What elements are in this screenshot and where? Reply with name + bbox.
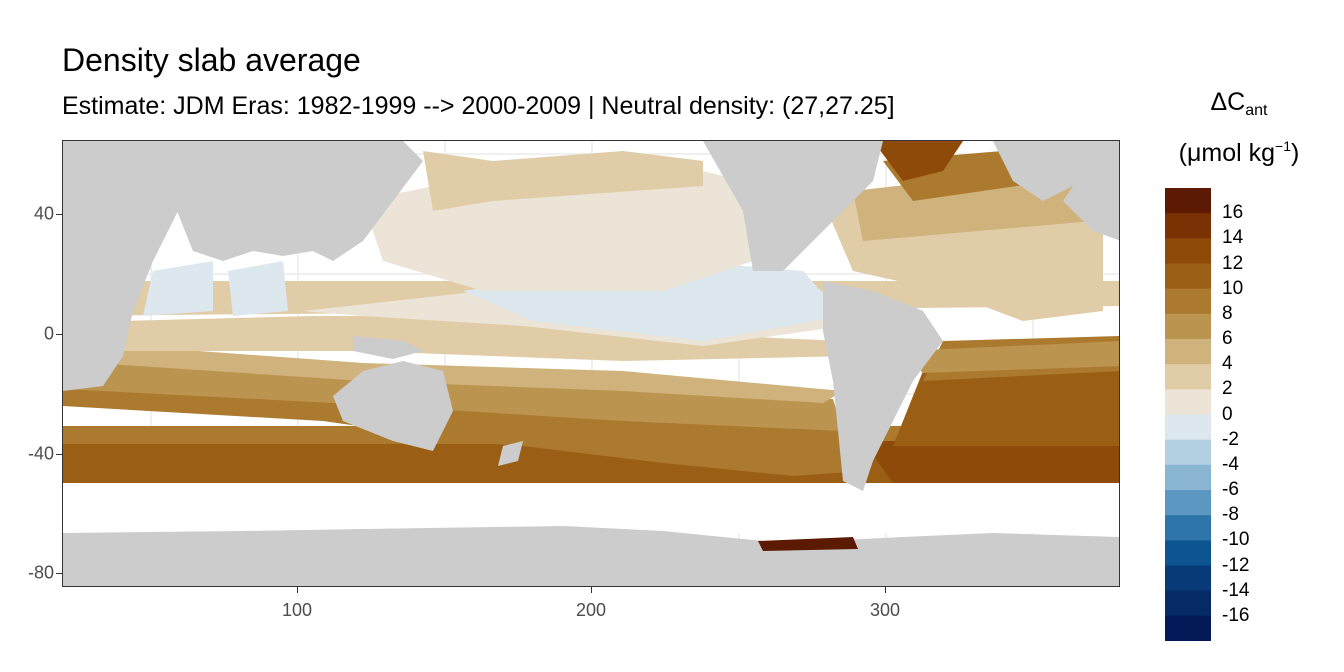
legend-title-main: ΔC — [1210, 88, 1246, 116]
x-tick-label: 200 — [575, 600, 607, 620]
legend-color-step — [1165, 213, 1211, 239]
legend-color-step — [1165, 540, 1211, 567]
legend-color-step — [1165, 615, 1211, 641]
legend-color-step — [1165, 263, 1211, 290]
legend-title: ΔCant — [1164, 88, 1314, 120]
legend-label: -10 — [1222, 529, 1250, 551]
legend-label: 16 — [1222, 202, 1244, 224]
legend-color-step — [1165, 515, 1211, 541]
legend-color-step — [1165, 188, 1211, 214]
legend-color-step — [1165, 389, 1211, 416]
legend-unit-open: (μmol kg — [1178, 139, 1276, 167]
antarctica-land — [63, 526, 1119, 586]
legend-label: -14 — [1222, 579, 1250, 601]
legend-color-step — [1165, 339, 1211, 365]
legend-label: 8 — [1222, 302, 1233, 324]
x-tick-mark — [885, 587, 886, 593]
legend-color-step — [1165, 439, 1211, 466]
legend-label: -12 — [1222, 554, 1250, 576]
y-tick-label: -80 — [27, 562, 54, 583]
x-tick-label: 300 — [869, 600, 901, 620]
legend-label: 6 — [1222, 328, 1233, 349]
legend-color-step — [1165, 313, 1211, 340]
legend-label: -8 — [1222, 504, 1239, 526]
legend-label: -6 — [1222, 479, 1239, 500]
legend-color-step — [1165, 364, 1211, 390]
y-tick-label: 0 — [43, 323, 54, 344]
legend-title-sub: ant — [1245, 102, 1268, 119]
legend-color-step — [1165, 590, 1211, 617]
legend-color-step — [1165, 288, 1211, 315]
legend-color-step — [1165, 414, 1211, 441]
legend-label: 4 — [1222, 353, 1233, 375]
legend-label: -16 — [1222, 604, 1250, 626]
legend-label: 14 — [1222, 227, 1244, 249]
y-tick-mark — [56, 573, 62, 574]
y-tick-mark — [56, 334, 62, 335]
x-tick-label: 100 — [281, 600, 313, 620]
legend-label: -4 — [1222, 453, 1239, 475]
legend-color-step — [1165, 238, 1211, 265]
legend-label: 2 — [1222, 378, 1233, 400]
y-tick-mark — [56, 454, 62, 455]
plot-title: Density slab average — [62, 42, 361, 78]
legend-unit-close: ) — [1291, 139, 1300, 167]
y-tick-label: -40 — [27, 443, 54, 464]
land-masses — [63, 141, 1119, 491]
legend-color-step — [1165, 490, 1211, 516]
x-tick-mark — [297, 587, 298, 593]
y-tick-label: 40 — [33, 203, 54, 224]
y-tick-mark — [56, 214, 62, 215]
x-tick-mark — [591, 587, 592, 593]
legend-label: 10 — [1222, 277, 1244, 299]
legend-color-step — [1165, 464, 1211, 491]
legend-label: -2 — [1222, 428, 1239, 450]
legend-colorbar — [1165, 188, 1211, 641]
legend-unit: (μmol kg−1) — [1164, 138, 1314, 168]
ocean-map — [63, 141, 1119, 586]
legend-unit-sup: −1 — [1275, 138, 1291, 154]
legend-color-step — [1165, 565, 1211, 592]
legend-label: 0 — [1222, 403, 1233, 425]
plot-subtitle: Estimate: JDM Eras: 1982-1999 --> 2000-2… — [62, 92, 895, 120]
map-panel — [62, 140, 1120, 587]
legend-label: 12 — [1222, 252, 1244, 274]
